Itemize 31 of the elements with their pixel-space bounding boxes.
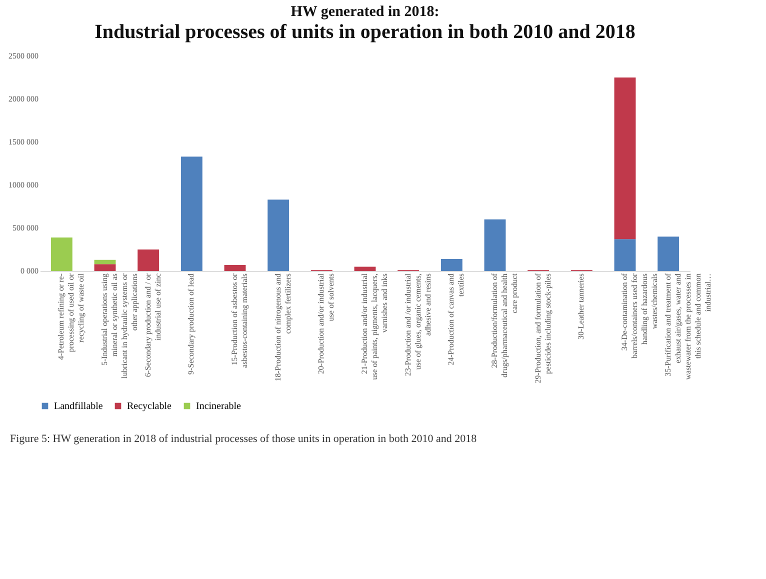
caption: Figure 5: HW generation in 2018 of industrial processes of those units in operation in both 2010 and 2018 <box>9 432 478 447</box>
bar <box>50 237 72 271</box>
bar <box>484 219 506 271</box>
legend-label: Landfillable <box>54 401 104 412</box>
chart-title: HW generated in 2018: <box>290 4 440 20</box>
y-tick-label: 2500 000 <box>8 52 38 60</box>
x-tick-label: 9-Secondary production of lead <box>186 274 196 375</box>
y-tick-label: 1000 000 <box>8 180 38 190</box>
bar <box>138 250 160 271</box>
bar <box>180 156 202 271</box>
bar <box>94 260 116 264</box>
bar <box>614 239 636 271</box>
x-tick-label: 30-Leather tanneries <box>576 274 586 340</box>
bar <box>354 266 376 271</box>
x-tick-label: 4-Petroleum refining or re- processing of used oil or recycling of waste oil <box>56 272 86 360</box>
bar <box>440 258 462 271</box>
chart-subtitle: Industrial processes of units in operation in both 2010 and 2018 <box>94 21 636 43</box>
x-tick-label: 34-De-contamination of barrels/containers used for handling of hazardous wastes/chemicals <box>620 273 659 358</box>
bar <box>614 78 636 240</box>
bar <box>658 236 680 271</box>
legend-label: Recyclable <box>127 401 172 412</box>
bar <box>224 264 246 271</box>
y-tick-label: 0 000 <box>20 266 38 276</box>
y-tick-label: 500 000 <box>12 224 38 232</box>
y-tick-label: 2000 000 <box>8 94 38 104</box>
x-tick-label: 24-Production of canvas and textiles <box>446 274 466 366</box>
bar <box>268 200 290 271</box>
y-tick-label: 1500 000 <box>8 138 38 146</box>
bar <box>94 264 116 271</box>
x-tick-label: 35-Purification and treatment of exhaust air/gases, water and wastewater from the processes in this schedule and common industrial… <box>663 273 712 380</box>
legend-label: Incinerable <box>196 401 242 412</box>
